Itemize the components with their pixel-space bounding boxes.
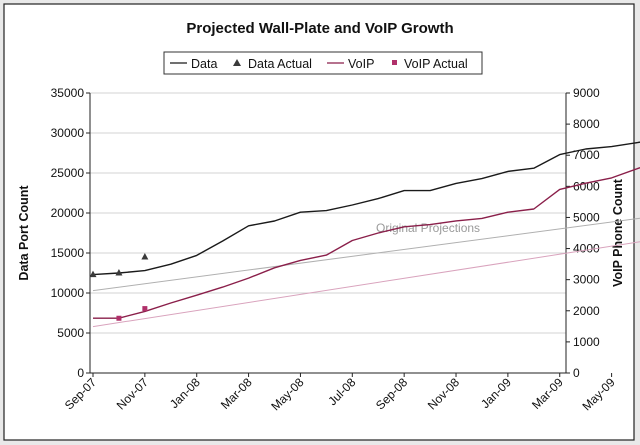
y2-tick-label: 6000 — [573, 179, 600, 193]
legend-voip-actual-label: VoIP Actual — [404, 57, 468, 71]
legend-box — [163, 51, 483, 75]
y-axis-title: Data Port Count — [17, 185, 31, 281]
legend-data-label: Data — [191, 57, 217, 71]
voip-series-line — [93, 167, 640, 319]
y2-tick-label: 4000 — [573, 242, 600, 256]
y-tick-label: 5000 — [57, 326, 84, 340]
legend-voip-actual-swatch — [392, 60, 397, 65]
projection-line — [92, 217, 640, 292]
voip-actual-point — [116, 315, 122, 321]
y2-tick-label: 8000 — [573, 117, 600, 131]
voip-actual-point — [142, 306, 148, 312]
y-tick-label: 30000 — [51, 126, 85, 140]
chart-title: Projected Wall-Plate and VoIP Growth — [186, 20, 453, 37]
legend-data-actual-swatch — [233, 59, 241, 66]
data-actual-point — [115, 269, 123, 276]
data-actual-point — [89, 270, 97, 278]
y2-tick-label: 2000 — [573, 304, 600, 318]
chart-frame — [3, 3, 635, 441]
y2-tick-label: 9000 — [573, 86, 600, 100]
data-series-line — [92, 141, 640, 276]
y2-tick-label: 0 — [573, 366, 580, 380]
y-tick-label: 0 — [77, 366, 84, 380]
y-tick-label: 25000 — [51, 166, 85, 180]
y2-tick-label: 7000 — [573, 148, 600, 162]
y-tick-label: 35000 — [51, 86, 85, 100]
x-tick-label: Jul-09 — [637, 375, 640, 408]
legend-voip-label: VoIP — [348, 57, 374, 71]
y2-tick-label: 5000 — [573, 210, 600, 224]
y2-tick-label: 1000 — [573, 335, 600, 349]
y2-tick-label: 3000 — [573, 273, 600, 287]
y-tick-label: 10000 — [51, 286, 85, 300]
projection-annotation: Original Projections — [376, 221, 480, 235]
y-tick-label: 20000 — [51, 206, 85, 220]
projection-line — [92, 241, 640, 328]
data-actual-point — [141, 253, 149, 260]
y2-axis-title: VoIP Phone Count — [611, 178, 625, 287]
legend-data-actual-label: Data Actual — [248, 57, 312, 71]
y-tick-label: 15000 — [51, 246, 85, 260]
